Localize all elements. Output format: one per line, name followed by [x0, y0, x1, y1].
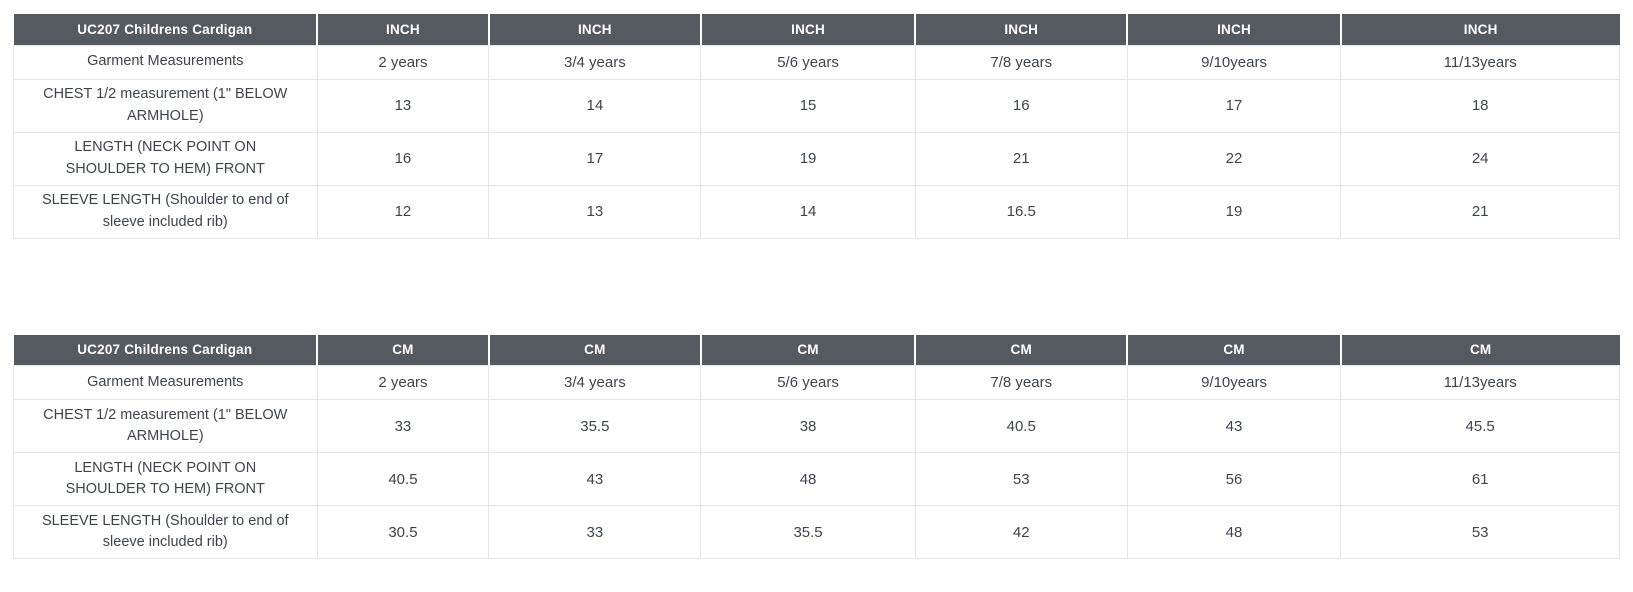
size-cell: 11/13years: [1340, 365, 1620, 400]
size-cell: 7/8 years: [914, 365, 1128, 400]
value-cell: 56: [1126, 452, 1342, 506]
value-cell: 16: [914, 78, 1128, 133]
value-cell: 16.5: [914, 184, 1128, 239]
size-cell: 2 years: [316, 44, 490, 80]
unit-header-cell: INCH: [699, 14, 917, 45]
size-cell: 7/8 years: [914, 44, 1128, 80]
size-cell: 11/13years: [1340, 44, 1620, 80]
unit-header-cell: INCH: [487, 14, 702, 45]
unit-header-cell: CM: [316, 334, 490, 366]
value-cell: 13: [488, 184, 702, 239]
size-chart-inch: UC207 Childrens Cardigan INCH INCH INCH …: [13, 14, 1620, 239]
value-cell: 43: [488, 452, 702, 506]
measurement-name-cell: Garment Measurements: [13, 44, 318, 80]
unit-header-cell: CM: [699, 334, 917, 366]
size-cell: 5/6 years: [700, 44, 916, 80]
value-cell: 17: [488, 131, 702, 186]
value-cell: 45.5: [1340, 399, 1620, 453]
size-row: Garment Measurements 2 years 3/4 years 5…: [13, 44, 1620, 80]
size-cell: 2 years: [316, 365, 490, 400]
table-row: CHEST 1/2 measurement (1" BELOW ARMHOLE)…: [13, 399, 1620, 453]
measurement-name-cell: SLEEVE LENGTH (Shoulder to end of sleeve…: [13, 505, 318, 559]
value-cell: 18: [1340, 78, 1620, 133]
value-cell: 40.5: [914, 399, 1128, 453]
size-row: Garment Measurements 2 years 3/4 years 5…: [13, 365, 1620, 400]
size-cell: 3/4 years: [488, 44, 702, 80]
value-cell: 22: [1126, 131, 1342, 186]
value-cell: 17: [1126, 78, 1342, 133]
measurement-name-cell: LENGTH (NECK POINT ON SHOULDER TO HEM) F…: [13, 131, 318, 186]
value-cell: 38: [700, 399, 916, 453]
table-title-cell: UC207 Childrens Cardigan: [13, 14, 319, 45]
size-cell: 9/10years: [1126, 44, 1342, 80]
value-cell: 21: [1340, 184, 1620, 239]
table-row: SLEEVE LENGTH (Shoulder to end of sleeve…: [13, 184, 1620, 239]
unit-header-cell: INCH: [316, 14, 490, 45]
measurement-name-cell: SLEEVE LENGTH (Shoulder to end of sleeve…: [13, 184, 318, 239]
table-row: CHEST 1/2 measurement (1" BELOW ARMHOLE)…: [13, 78, 1620, 133]
value-cell: 33: [316, 399, 490, 453]
value-cell: 13: [316, 78, 490, 133]
measurement-name-cell: Garment Measurements: [13, 365, 318, 400]
value-cell: 12: [316, 184, 490, 239]
value-cell: 53: [914, 452, 1128, 506]
table-row: SLEEVE LENGTH (Shoulder to end of sleeve…: [13, 505, 1620, 559]
size-cell: 9/10years: [1126, 365, 1342, 400]
value-cell: 14: [700, 184, 916, 239]
value-cell: 35.5: [488, 399, 702, 453]
measurement-name-cell: CHEST 1/2 measurement (1" BELOW ARMHOLE): [13, 399, 318, 453]
value-cell: 35.5: [700, 505, 916, 559]
value-cell: 21: [914, 131, 1128, 186]
value-cell: 48: [700, 452, 916, 506]
header-row: UC207 Childrens Cardigan INCH INCH INCH …: [13, 14, 1620, 45]
table-title-cell: UC207 Childrens Cardigan: [13, 334, 319, 366]
value-cell: 14: [488, 78, 702, 133]
value-cell: 15: [700, 78, 916, 133]
value-cell: 30.5: [316, 505, 490, 559]
value-cell: 24: [1340, 131, 1620, 186]
unit-header-cell: INCH: [1339, 14, 1620, 45]
value-cell: 33: [488, 505, 702, 559]
value-cell: 19: [700, 131, 916, 186]
value-cell: 53: [1340, 505, 1620, 559]
table-row: LENGTH (NECK POINT ON SHOULDER TO HEM) F…: [13, 131, 1620, 186]
value-cell: 42: [914, 505, 1128, 559]
unit-header-cell: CM: [914, 334, 1129, 366]
size-cell: 5/6 years: [700, 365, 916, 400]
value-cell: 48: [1126, 505, 1342, 559]
unit-header-cell: CM: [487, 334, 702, 366]
size-cell: 3/4 years: [488, 365, 702, 400]
unit-header-cell: CM: [1126, 334, 1342, 366]
value-cell: 19: [1126, 184, 1342, 239]
unit-header-cell: INCH: [1126, 14, 1342, 45]
value-cell: 61: [1340, 452, 1620, 506]
size-chart-cm: UC207 Childrens Cardigan CM CM CM CM CM …: [13, 334, 1620, 559]
value-cell: 16: [316, 131, 490, 186]
unit-header-cell: INCH: [914, 14, 1129, 45]
value-cell: 43: [1126, 399, 1342, 453]
measurement-name-cell: LENGTH (NECK POINT ON SHOULDER TO HEM) F…: [13, 452, 318, 506]
value-cell: 40.5: [316, 452, 490, 506]
unit-header-cell: CM: [1339, 334, 1620, 366]
table-row: LENGTH (NECK POINT ON SHOULDER TO HEM) F…: [13, 452, 1620, 506]
header-row: UC207 Childrens Cardigan CM CM CM CM CM …: [13, 334, 1620, 366]
measurement-name-cell: CHEST 1/2 measurement (1" BELOW ARMHOLE): [13, 78, 318, 133]
